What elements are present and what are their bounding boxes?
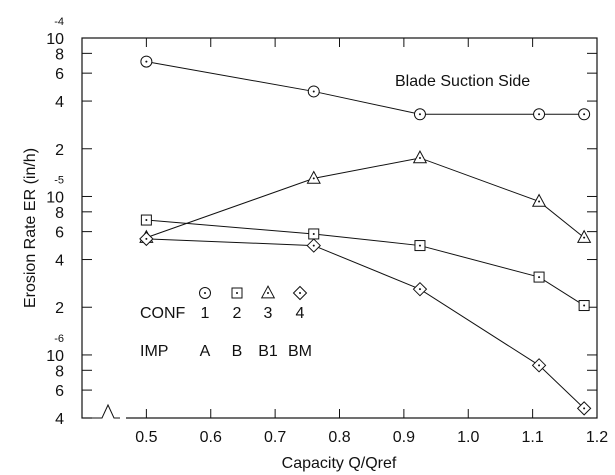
y-tick-label: 4 [55, 411, 64, 428]
data-point-conf-2-center-dot [538, 276, 541, 279]
data-point-conf-3-center-dot [538, 200, 541, 203]
y-tick-label: 6 [55, 66, 64, 83]
series-line-conf-4 [146, 238, 585, 409]
legend-conf-number: 1 [201, 305, 210, 322]
x-tick-label: 1.1 [522, 429, 544, 446]
x-tick-label: 0.5 [135, 429, 157, 446]
x-tick-label: 1.0 [457, 429, 479, 446]
x-axis-title: Capacity Q/Qref [282, 455, 397, 472]
data-point-conf-4-center-dot [418, 288, 421, 291]
x-tick-label: 1.2 [586, 429, 608, 446]
legend-marker-conf-2-center-dot [236, 292, 238, 294]
x-tick-label: 0.7 [264, 429, 286, 446]
y-tick-label: 4 [55, 253, 64, 270]
legend-conf-label: CONF [140, 305, 186, 322]
legend: CONF IMP 1 A 2 B 3 B1 4 BM [140, 285, 312, 360]
y-tick-exponent: -5 [54, 174, 64, 186]
y-tick-label: 10 [46, 189, 64, 206]
y-tick-label: 4 [55, 94, 64, 111]
y-tick-label: 6 [55, 225, 64, 242]
data-point-conf-1-center-dot [312, 90, 315, 93]
data-point-conf-3-center-dot [583, 236, 586, 239]
data-point-conf-4-center-dot [312, 244, 315, 247]
legend-marker-conf-3 [260, 285, 276, 299]
tick-labels: 0.5 0.6 0.7 0.8 0.9 1.0 1.1 1.246810-6246810-52… [46, 16, 608, 446]
series-lines [146, 61, 585, 409]
data-point-conf-4-center-dot [583, 407, 586, 410]
plot-frame [81, 37, 598, 419]
data-point-conf-1-center-dot [538, 113, 541, 116]
data-point-conf-4-center-dot [145, 237, 148, 240]
data-point-conf-4-center-dot [538, 364, 541, 367]
legend-marker-conf-1-center-dot [204, 292, 206, 294]
data-point-conf-1-center-dot [418, 113, 421, 116]
y-tick-label: 8 [55, 46, 64, 63]
y-tick-label: 10 [46, 31, 64, 48]
y-tick-label: 8 [55, 205, 64, 222]
y-tick-exponent: -6 [54, 333, 64, 345]
legend-imp-name: A [200, 343, 211, 360]
legend-imp-label: IMP [140, 343, 168, 360]
y-tick-label: 6 [55, 383, 64, 400]
legend-conf-number: 4 [296, 305, 305, 322]
data-point-conf-2-center-dot [312, 232, 315, 235]
axis-ticks [82, 37, 598, 419]
data-point-conf-3 [306, 170, 321, 184]
data-markers [139, 55, 592, 416]
y-tick-label: 2 [55, 142, 64, 159]
annotation-blade-suction-side: Blade Suction Side [395, 73, 530, 90]
data-point-conf-1-center-dot [583, 113, 586, 116]
axis-break-zigzag [92, 403, 120, 419]
data-point-conf-2-center-dot [583, 304, 586, 307]
y-tick-exponent: -4 [54, 16, 64, 28]
legend-marker-conf-3-center-dot [267, 292, 269, 294]
series-line-conf-2 [146, 219, 585, 306]
legend-marker-conf-4-center-dot [299, 292, 301, 294]
data-point-conf-3-center-dot [418, 156, 421, 159]
x-tick-label: 0.6 [200, 429, 222, 446]
legend-imp-name: B [232, 343, 243, 360]
data-point-conf-3-center-dot [312, 177, 315, 180]
x-tick-label: 0.8 [328, 429, 350, 446]
legend-imp-name: B1 [258, 343, 278, 360]
y-tick-label: 8 [55, 363, 64, 380]
legend-conf-number: 2 [233, 305, 242, 322]
data-point-conf-2-center-dot [418, 244, 421, 247]
data-point-conf-3 [576, 229, 592, 243]
data-point-conf-1-center-dot [145, 60, 148, 63]
y-tick-label: 2 [55, 300, 64, 317]
legend-conf-number: 3 [264, 305, 273, 322]
data-point-conf-3 [531, 193, 547, 207]
x-tick-label: 0.9 [393, 429, 415, 446]
y-tick-label: 10 [46, 348, 64, 365]
y-axis-title: Erosion Rate ER (in/h) [22, 148, 39, 308]
legend-imp-name: BM [288, 343, 312, 360]
data-point-conf-2-center-dot [145, 219, 148, 222]
data-point-conf-3 [412, 150, 428, 164]
axis-break-mark [92, 403, 126, 420]
